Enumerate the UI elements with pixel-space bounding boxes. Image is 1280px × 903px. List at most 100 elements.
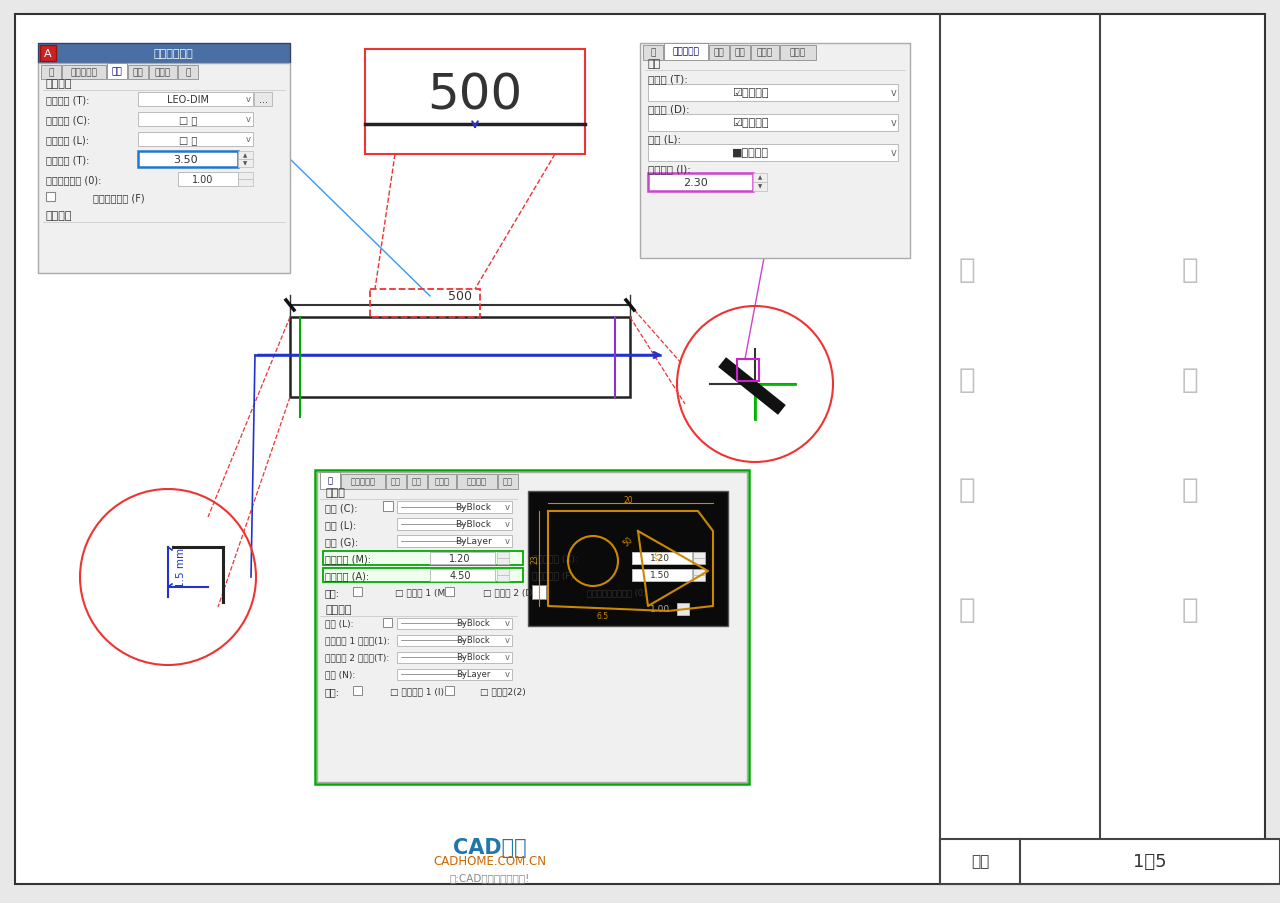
Text: 符号和箭头: 符号和箭头: [351, 477, 375, 486]
Text: 1.5 mm: 1.5 mm: [177, 547, 186, 588]
Text: 尺寸界线: 尺寸界线: [325, 604, 352, 614]
Bar: [108, 64, 127, 79]
Text: v: v: [504, 670, 509, 679]
Text: 注:CAD均学习交流来半!: 注:CAD均学习交流来半!: [449, 872, 530, 882]
Text: v: v: [246, 116, 251, 125]
Bar: [128, 66, 148, 79]
Bar: [365, 50, 585, 154]
Bar: [497, 575, 509, 582]
Bar: [323, 552, 524, 565]
Text: 箭头: 箭头: [648, 59, 662, 69]
Bar: [253, 93, 273, 107]
Bar: [238, 160, 253, 168]
Text: 文字: 文字: [111, 68, 123, 77]
Text: 调整: 调整: [412, 477, 422, 486]
Text: 箭头大小 (I):: 箭头大小 (I):: [648, 163, 691, 173]
Bar: [383, 501, 393, 511]
Text: 1.00: 1.00: [650, 605, 669, 614]
Text: v: v: [891, 118, 897, 128]
Text: CAD之家: CAD之家: [453, 837, 527, 857]
Text: ByBlock: ByBlock: [454, 520, 492, 529]
Text: ▼: ▼: [243, 162, 247, 166]
Text: v: v: [504, 537, 509, 546]
Bar: [430, 553, 495, 564]
Bar: [532, 585, 547, 600]
Text: 图: 图: [959, 256, 975, 284]
Bar: [497, 570, 509, 575]
Bar: [753, 173, 767, 182]
Bar: [397, 636, 512, 647]
Bar: [709, 46, 730, 61]
Bar: [780, 46, 817, 61]
Text: 20: 20: [623, 496, 632, 505]
Text: 调整: 调整: [735, 49, 745, 58]
Bar: [383, 619, 392, 628]
Bar: [753, 182, 767, 191]
Bar: [648, 115, 899, 132]
Text: 线宽 (G):: 线宽 (G):: [325, 536, 358, 546]
Bar: [397, 619, 512, 629]
Text: 域: 域: [959, 595, 975, 623]
Text: □ 无: □ 无: [179, 135, 197, 144]
Bar: [315, 470, 749, 784]
Text: v: v: [891, 88, 897, 98]
Text: 1.00: 1.00: [192, 175, 214, 185]
Bar: [664, 44, 708, 61]
Text: ■实心闭合: ■实心闭合: [731, 148, 768, 158]
Bar: [428, 474, 456, 489]
Text: LEO-DIM: LEO-DIM: [166, 95, 209, 105]
Text: 6.5: 6.5: [596, 612, 609, 621]
Bar: [498, 474, 518, 489]
Text: 绘制文字边框 (F): 绘制文字边框 (F): [93, 192, 145, 203]
Text: 1：5: 1：5: [1133, 852, 1167, 870]
Text: 线: 线: [49, 69, 54, 78]
Bar: [291, 318, 630, 397]
Text: 3.50: 3.50: [174, 154, 198, 165]
Bar: [751, 46, 780, 61]
Text: 第一个 (T):: 第一个 (T):: [648, 74, 687, 84]
Text: 填充颜色 (L):: 填充颜色 (L):: [46, 135, 90, 144]
Bar: [940, 839, 1280, 884]
Bar: [40, 46, 56, 62]
Text: 尺寸界线 1 的线型(1):: 尺寸界线 1 的线型(1):: [325, 636, 389, 645]
Bar: [138, 133, 253, 147]
Text: 分数高度比例 (0):: 分数高度比例 (0):: [46, 175, 101, 185]
Text: □ 尺寸线 1 (M): □ 尺寸线 1 (M): [396, 588, 449, 597]
Bar: [497, 553, 509, 558]
Bar: [677, 603, 689, 610]
Text: v: v: [891, 148, 897, 158]
Text: 调整: 调整: [133, 69, 143, 78]
Text: 引线 (L):: 引线 (L):: [648, 134, 681, 144]
Text: ByBlock: ByBlock: [454, 503, 492, 512]
Text: 文字效果: 文字效果: [46, 210, 73, 220]
Bar: [238, 172, 253, 180]
Bar: [730, 46, 750, 61]
Text: 符号和箭头: 符号和箭头: [672, 48, 699, 56]
Text: 域: 域: [1181, 595, 1198, 623]
Text: 1.20: 1.20: [449, 554, 471, 563]
Bar: [387, 474, 406, 489]
Bar: [407, 474, 428, 489]
Text: ByBlock: ByBlock: [456, 636, 490, 645]
Text: ...: ...: [259, 95, 268, 105]
Text: v: v: [246, 135, 251, 144]
Text: 区: 区: [959, 476, 975, 504]
Bar: [643, 46, 663, 61]
Text: 线: 线: [328, 476, 333, 485]
Bar: [397, 501, 512, 514]
Bar: [138, 93, 253, 107]
Text: v: v: [504, 520, 509, 529]
Text: 文字外观: 文字外观: [46, 79, 73, 88]
Text: ▲: ▲: [758, 175, 762, 181]
Bar: [692, 575, 705, 582]
Text: ☑建筑标记: ☑建筑标记: [732, 88, 768, 98]
Text: 修改标注样式: 修改标注样式: [154, 49, 193, 59]
Text: 尺寸界线 2 的线型(T):: 尺寸界线 2 的线型(T):: [325, 653, 389, 662]
Bar: [397, 652, 512, 664]
Text: 23: 23: [530, 554, 539, 563]
Text: v: v: [504, 653, 509, 662]
Text: A: A: [45, 49, 51, 59]
Text: 超出尺寸线 (X):: 超出尺寸线 (X):: [532, 554, 577, 563]
Bar: [648, 144, 899, 162]
Bar: [238, 180, 253, 187]
